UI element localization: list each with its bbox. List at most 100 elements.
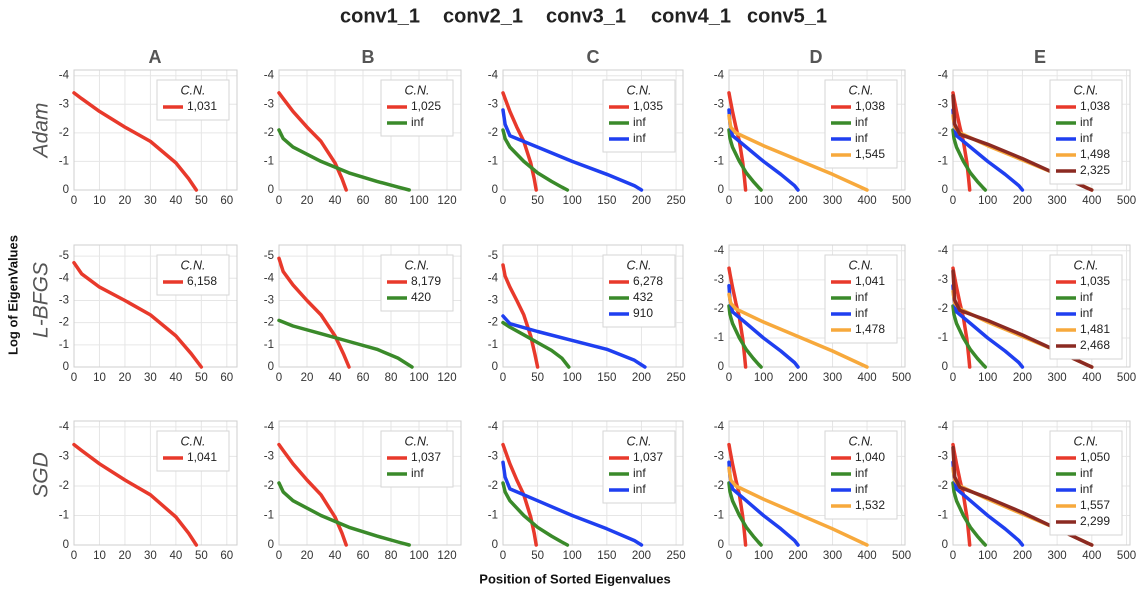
- legend-label: 1,037: [411, 450, 441, 464]
- x-tick-label: 0: [276, 372, 282, 384]
- x-tick-label: 100: [563, 550, 582, 562]
- legend-label: 1,040: [855, 450, 885, 464]
- y-tick-label: -2: [714, 303, 724, 315]
- x-tick-label: 10: [93, 550, 106, 562]
- x-tick-label: 0: [71, 195, 77, 207]
- legend-label: inf: [1080, 290, 1093, 304]
- data-line: [72, 91, 199, 192]
- legend-label: 1,532: [855, 498, 885, 512]
- data-line: [727, 304, 763, 369]
- x-tick-label: 0: [276, 550, 282, 562]
- legend-label: 1,557: [1080, 498, 1110, 512]
- x-tick-label: 150: [597, 372, 616, 384]
- y-tick-label: -4: [938, 421, 949, 433]
- data-line: [727, 481, 763, 547]
- y-tick-label: -2: [264, 127, 274, 139]
- legend-label: inf: [411, 466, 424, 480]
- y-tick-label: -1: [59, 510, 69, 522]
- x-tick-label: 30: [144, 195, 157, 207]
- y-tick-label: -2: [488, 127, 498, 139]
- x-tick-label: 100: [978, 372, 997, 384]
- x-tick-label: 400: [857, 372, 876, 384]
- y-tick-label: -1: [59, 155, 69, 167]
- y-tick-label: -2: [59, 480, 69, 492]
- column-title: E: [1034, 47, 1046, 67]
- y-tick-label: -1: [488, 155, 498, 167]
- data-line: [951, 445, 1094, 547]
- plot-frame: [73, 244, 238, 368]
- y-tick-label: -4: [714, 70, 725, 82]
- legend-title: C.N.: [405, 83, 430, 97]
- legend-label: 1,038: [1080, 99, 1110, 113]
- legend-label: 6,158: [187, 274, 217, 288]
- legend-label: 2,299: [1080, 514, 1110, 528]
- x-tick-label: 20: [119, 550, 132, 562]
- plot-frame: [73, 420, 238, 546]
- y-tick-label: -2: [488, 480, 498, 492]
- legend-label: inf: [1080, 482, 1093, 496]
- legend-label: 1,545: [855, 147, 885, 161]
- x-tick-label: 500: [892, 550, 911, 562]
- x-tick-label: 50: [195, 550, 208, 562]
- data-line: [277, 91, 348, 192]
- data-line: [501, 460, 644, 547]
- data-line: [727, 292, 869, 369]
- y-tick-label: -3: [488, 450, 498, 462]
- data-line: [727, 466, 869, 547]
- legend-label: inf: [633, 131, 646, 145]
- legend-label: 910: [633, 306, 653, 320]
- data-line: [501, 128, 570, 192]
- y-axis-label: Log of EigenValues: [5, 235, 20, 355]
- x-tick-label: 30: [144, 372, 157, 384]
- x-tick-label: 60: [357, 372, 370, 384]
- plot-frame: [278, 244, 462, 368]
- x-tick-label: 40: [169, 550, 182, 562]
- y-tick-label: -1: [938, 155, 948, 167]
- x-tick-label: 80: [385, 195, 398, 207]
- legend-title: C.N.: [849, 258, 874, 272]
- x-tick-label: 40: [329, 195, 342, 207]
- legend-title: C.N.: [1074, 83, 1099, 97]
- y-tick-label: -3: [938, 450, 948, 462]
- x-tick-label: 300: [823, 372, 842, 384]
- y-tick-label: -4: [488, 70, 499, 82]
- x-tick-label: 100: [978, 550, 997, 562]
- x-tick-label: 300: [823, 550, 842, 562]
- legend-title: C.N.: [405, 258, 430, 272]
- x-tick-label: 20: [119, 195, 132, 207]
- legend-title: C.N.: [181, 83, 206, 97]
- legend-label: 1,041: [187, 450, 217, 464]
- y-tick-label: -2: [264, 480, 274, 492]
- y-tick-label: 0: [63, 539, 69, 551]
- y-tick-label: -1: [714, 510, 724, 522]
- y-tick-label: -2: [59, 127, 69, 139]
- x-tick-label: 0: [276, 195, 282, 207]
- legend-label: inf: [411, 115, 424, 129]
- x-tick-label: 40: [169, 372, 182, 384]
- legend-title: C.N.: [627, 258, 652, 272]
- x-tick-label: 250: [666, 550, 685, 562]
- legend-label: 432: [633, 290, 653, 304]
- y-tick-label: -4: [59, 70, 70, 82]
- x-tick-label: 60: [220, 372, 233, 384]
- y-tick-label: -5: [488, 250, 498, 262]
- legend-box: [1049, 79, 1123, 185]
- y-tick-label: -2: [264, 317, 274, 329]
- data-line: [951, 304, 988, 369]
- legend-label: 1,025: [411, 99, 441, 113]
- legend-title: C.N.: [1074, 258, 1099, 272]
- y-tick-label: 0: [492, 184, 498, 196]
- legend-label: inf: [855, 115, 868, 129]
- legend-label: inf: [855, 306, 868, 320]
- y-tick-label: -3: [714, 274, 724, 286]
- panel: 0 20 40 60 80 100 120 0 -1 -2 -3 -4 C.N. 1,025 inf: [264, 69, 462, 207]
- column-title: B: [362, 47, 375, 67]
- legend-label: inf: [633, 482, 646, 496]
- legend-title: C.N.: [627, 83, 652, 97]
- y-tick-label: -3: [714, 98, 724, 110]
- y-tick-label: -4: [59, 272, 70, 284]
- x-tick-label: 80: [385, 372, 398, 384]
- y-tick-label: -2: [714, 480, 724, 492]
- legend-label: 2,468: [1080, 338, 1110, 352]
